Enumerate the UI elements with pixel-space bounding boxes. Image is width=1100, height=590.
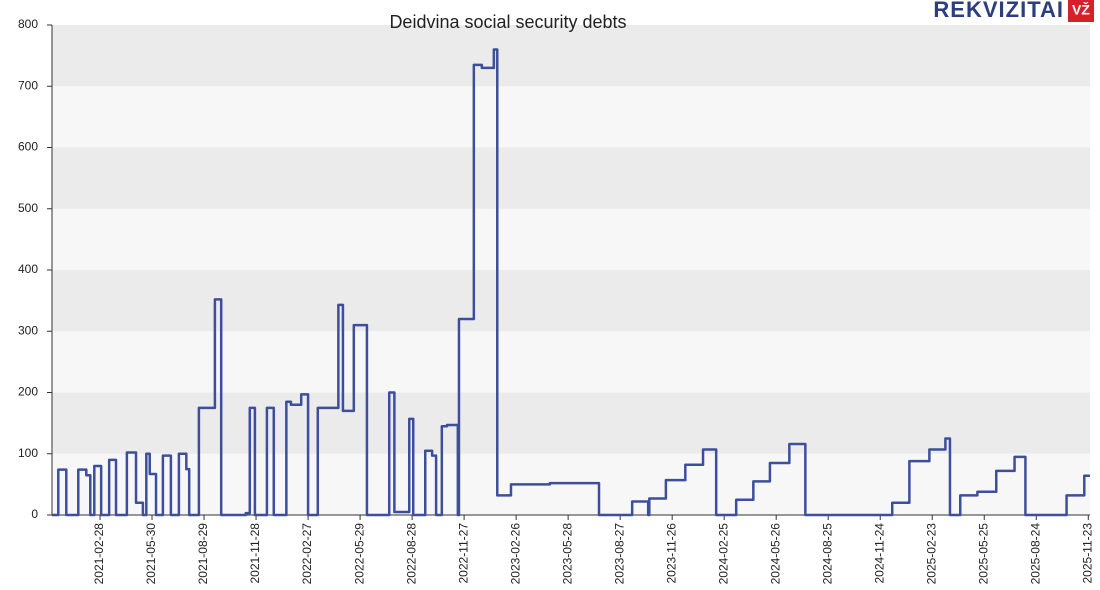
grid-band bbox=[52, 331, 1090, 393]
x-tick-label: 2022-05-29 bbox=[352, 523, 366, 585]
grid-band bbox=[52, 270, 1090, 332]
x-tick-label: 2022-02-27 bbox=[300, 523, 314, 585]
y-tick-label: 300 bbox=[18, 323, 38, 337]
y-tick-label: 400 bbox=[18, 262, 38, 276]
y-tick-label: 700 bbox=[18, 78, 38, 92]
x-tick-label: 2024-08-25 bbox=[820, 523, 834, 585]
grid-band bbox=[52, 208, 1090, 270]
grid-band bbox=[52, 86, 1090, 148]
logo-badge-box bbox=[1068, 0, 1094, 22]
x-tick-label: 2022-08-28 bbox=[404, 523, 418, 585]
x-tick-label: 2024-05-26 bbox=[768, 523, 782, 585]
x-tick-label: 2023-02-26 bbox=[508, 523, 522, 585]
y-tick-label: 0 bbox=[31, 507, 38, 521]
x-tick-label: 2025-02-23 bbox=[924, 523, 938, 585]
x-tick-label: 2023-05-28 bbox=[560, 523, 574, 585]
y-tick-label: 600 bbox=[18, 140, 38, 154]
x-tick-label: 2023-08-27 bbox=[612, 523, 626, 585]
x-tick-label: 2021-08-29 bbox=[196, 523, 210, 585]
y-tick-label: 800 bbox=[18, 17, 38, 31]
x-tick-label: 2021-05-30 bbox=[144, 523, 158, 585]
logo: REKVIZITAI bbox=[933, 0, 1064, 22]
grid-band bbox=[52, 392, 1090, 454]
x-tick-label: 2024-02-25 bbox=[716, 523, 730, 585]
x-tick-label: 2025-11-23 bbox=[1080, 523, 1094, 584]
x-tick-label: 2025-08-24 bbox=[1028, 523, 1042, 585]
grid-band bbox=[52, 25, 1090, 87]
x-tick-label: 2025-05-25 bbox=[976, 523, 990, 585]
data-line bbox=[52, 48, 1090, 517]
x-tick-label: 2021-02-28 bbox=[92, 523, 106, 585]
y-tick-label: 100 bbox=[18, 446, 38, 460]
y-tick-label: 500 bbox=[18, 201, 38, 215]
y-tick-label: 200 bbox=[18, 385, 38, 399]
grid-band bbox=[52, 147, 1090, 209]
x-tick-label: 2024-11-24 bbox=[872, 523, 886, 584]
x-tick-label: 2023-11-26 bbox=[664, 523, 678, 584]
logo-badge: VŽ bbox=[1072, 1, 1090, 18]
chart-title: Deidvina social security debts bbox=[389, 12, 626, 32]
x-tick-label: 2022-11-27 bbox=[456, 523, 470, 584]
x-tick-label: 2021-11-28 bbox=[248, 523, 262, 584]
